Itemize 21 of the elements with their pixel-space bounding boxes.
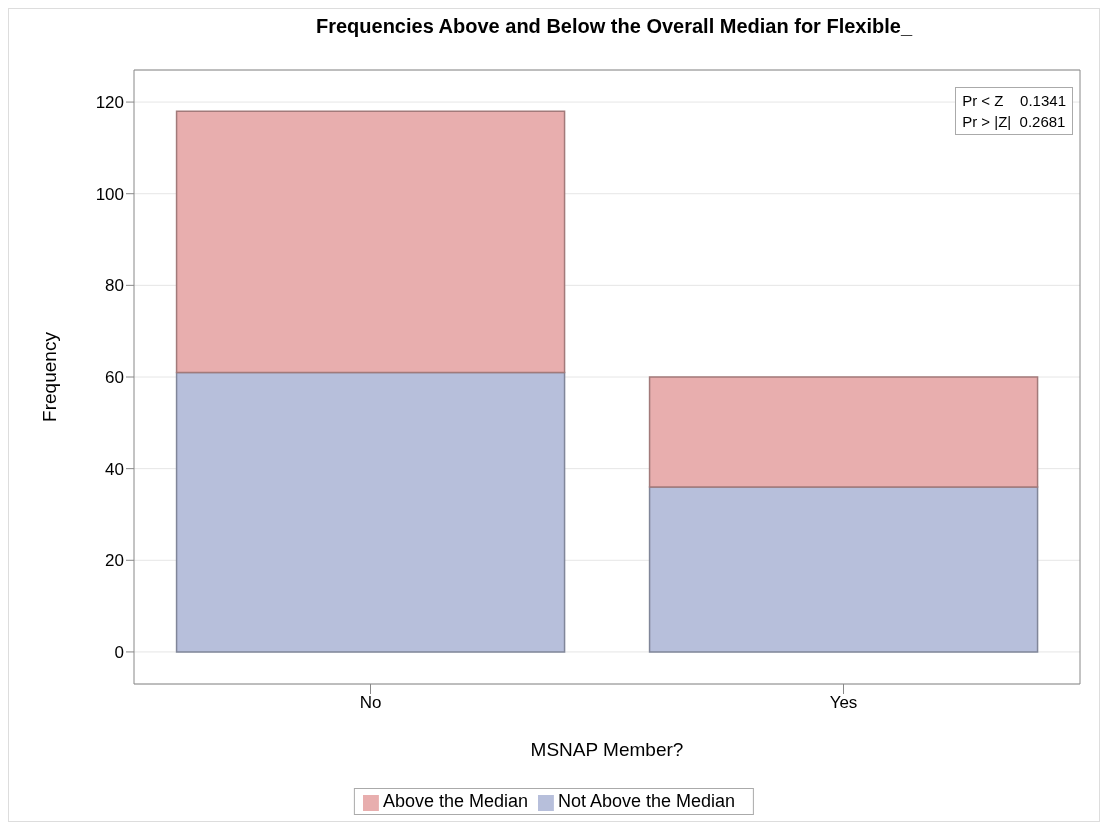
annotation: Pr > |Z| 0.2681 (962, 112, 1066, 132)
y-tick-label: 0 (114, 642, 124, 662)
y-axis-title: Frequency (38, 331, 60, 422)
annotation: Pr < Z 0.1341 (962, 91, 1066, 111)
bar (175, 371, 566, 653)
bar (175, 110, 566, 374)
y-tick-label: 20 (105, 551, 124, 571)
bar (648, 486, 1039, 653)
x-tick-label: No (359, 693, 382, 713)
y-tick-label: 120 (95, 93, 124, 113)
bar (648, 376, 1039, 488)
y-tick-label: 60 (105, 368, 124, 388)
chart-title: Frequencies Above and Below the Overall Median for Flexible_ (314, 15, 914, 38)
y-tick-label: 100 (95, 184, 124, 204)
x-tick-label: Yes (829, 693, 858, 713)
y-tick-label: 80 (105, 276, 124, 296)
legend-label: Above the Median (382, 791, 528, 811)
legend-label: Not Above the Median (557, 791, 736, 811)
y-tick-label: 40 (105, 459, 124, 479)
x-axis-title: MSNAP Member? (530, 739, 684, 760)
stats-box: Pr < Z 0.1341 Pr > |Z| 0.2681 (955, 87, 1073, 135)
